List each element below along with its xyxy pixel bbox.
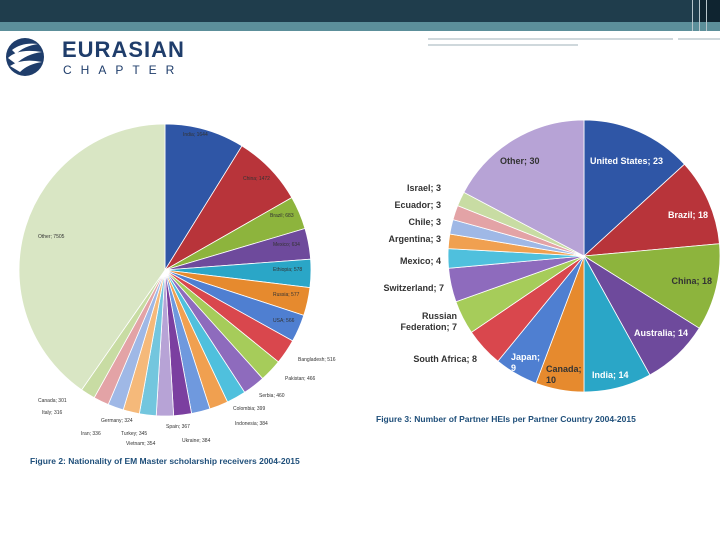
slice-label-bangladesh: Bangladesh; 516: [298, 357, 336, 363]
eurasian-logo-icon: [6, 38, 44, 76]
slice-label-russian-federation: Russian Federation; 7: [400, 311, 457, 332]
pie-slice-brazil: [582, 163, 720, 257]
slice-label-argentina: Argentina; 3: [388, 234, 441, 244]
slice-label-vietnam: Vietnam; 354: [126, 441, 156, 447]
slice-label-germany: Germany; 324: [101, 418, 133, 424]
pie-slice-india: [164, 123, 243, 272]
header-rule: [428, 38, 673, 40]
slice-label-switzerland: Switzerland; 7: [383, 283, 444, 293]
slice-label-indonesia: Indonesia; 384: [235, 421, 268, 427]
slice-label-mexico: Mexico; 634: [273, 242, 300, 248]
header-divider: [699, 0, 700, 31]
slice-label-spain: Spain; 367: [166, 424, 190, 430]
slice-label-india: India; 1644: [183, 132, 208, 138]
brand-subtitle: CHAPTER: [63, 63, 184, 77]
slice-label-iran: Iran; 336: [81, 431, 101, 437]
header-stripe: [0, 22, 720, 31]
slice-label-ukraine: Ukraine; 384: [182, 438, 211, 444]
slice-label-colombia: Colombia; 399: [233, 406, 265, 412]
header-divider: [706, 0, 707, 31]
pie-slice-other: [463, 119, 585, 257]
slice-label-italy: Italy; 316: [42, 410, 63, 416]
slice-label-turkey: Turkey; 345: [121, 431, 147, 437]
slice-label-south-africa: South Africa; 8: [413, 354, 477, 364]
slice-label-mexico: Mexico; 4: [400, 256, 441, 266]
slice-label-ecuador: Ecuador; 3: [394, 200, 441, 210]
header-bar: [0, 0, 720, 22]
slice-label-usa: USA; 566: [273, 318, 295, 324]
figure-3-caption: Figure 3: Number of Partner HEIs per Par…: [376, 414, 636, 424]
pie-slice-united-states: [583, 119, 685, 257]
slice-label-other: Other; 7505: [38, 234, 65, 240]
slice-label-japan: Japan; 9: [511, 352, 540, 373]
header-rule: [678, 38, 720, 40]
slice-label-india: India; 14: [592, 370, 629, 380]
slice-label-chile: Chile; 3: [408, 217, 441, 227]
header-corner: [700, 0, 720, 22]
slice-label-united-states: United States; 23: [590, 156, 663, 166]
slice-label-china: China; 18: [671, 276, 712, 286]
slice-label-australia: Australia; 14: [634, 328, 688, 338]
slice-label-other: Other; 30: [500, 156, 540, 166]
figure-2-caption: Figure 2: Nationality of EM Master schol…: [30, 456, 300, 466]
slice-label-israel: Israel; 3: [407, 183, 441, 193]
brand-title: EURASIAN: [62, 37, 185, 62]
header-divider: [692, 0, 693, 31]
pie-slice-other: [18, 123, 166, 391]
slice-label-serbia: Serbia; 460: [259, 393, 285, 399]
slice-label-brazil: Brazil; 18: [668, 210, 708, 220]
header-rule: [428, 44, 578, 46]
slice-label-ethiopia: Ethiopia; 578: [273, 267, 302, 273]
slice-label-canada: Canada; 10: [546, 364, 582, 385]
slice-label-brazil: Brazil; 683: [270, 213, 294, 219]
slice-label-canada: Canada; 301: [38, 398, 67, 404]
slice-label-china: China; 1472: [243, 176, 270, 182]
slice-label-pakistan: Pakistan; 466: [285, 376, 316, 382]
slice-label-russia: Russia; 577: [273, 292, 300, 298]
